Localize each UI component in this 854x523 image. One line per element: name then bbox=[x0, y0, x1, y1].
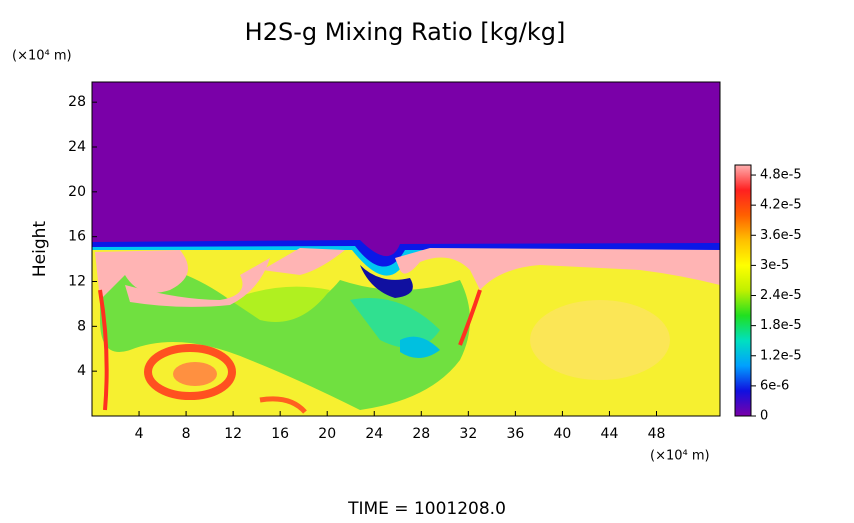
y-unit: (×10⁴ m) bbox=[12, 49, 72, 64]
x-unit: (×10⁴ m) bbox=[650, 449, 710, 464]
y-tick-label: 4 bbox=[77, 363, 86, 379]
y-tick-label: 24 bbox=[68, 139, 86, 155]
colorbar-tick-label: 4.2e-5 bbox=[760, 198, 802, 213]
time-label: TIME = 1001208.0 bbox=[347, 499, 506, 519]
field-region bbox=[360, 265, 413, 298]
x-tick-label: 24 bbox=[365, 426, 383, 442]
y-tick-label: 8 bbox=[77, 318, 86, 334]
colorbar-tick-label: 6e-6 bbox=[760, 378, 789, 393]
x-tick-label: 36 bbox=[506, 426, 524, 442]
x-tick-label: 4 bbox=[135, 426, 144, 442]
y-tick-label: 20 bbox=[68, 184, 86, 200]
y-tick-label: 16 bbox=[68, 229, 86, 245]
x-tick-label: 12 bbox=[224, 426, 242, 442]
field-region bbox=[350, 298, 440, 348]
y-tick-label: 12 bbox=[68, 274, 86, 290]
field-region bbox=[230, 286, 330, 322]
x-tick-label: 16 bbox=[271, 426, 289, 442]
field-region bbox=[95, 250, 188, 300]
colorbar bbox=[734, 164, 752, 417]
field-region bbox=[98, 289, 109, 411]
x-tick-label: 48 bbox=[648, 426, 666, 442]
colorbar-tick-label: 4.8e-5 bbox=[760, 168, 802, 183]
field-region bbox=[262, 248, 345, 275]
colorbar-tick-label: 0 bbox=[760, 409, 768, 424]
x-tick-label: 8 bbox=[182, 426, 191, 442]
colorbar-tick-label: 2.4e-5 bbox=[760, 288, 802, 303]
x-tick-label: 20 bbox=[318, 426, 336, 442]
x-tick-label: 28 bbox=[412, 426, 430, 442]
field bbox=[92, 82, 720, 416]
field-region bbox=[400, 336, 440, 359]
field-region bbox=[125, 258, 270, 307]
chart-title: H2S-g Mixing Ratio [kg/kg] bbox=[245, 18, 566, 46]
field-region bbox=[144, 344, 236, 400]
colorbar-tick-label: 1.2e-5 bbox=[760, 348, 802, 363]
y-tick-label: 28 bbox=[68, 94, 86, 110]
y-axis-label: Height bbox=[30, 221, 50, 278]
field-region bbox=[458, 289, 482, 346]
colorbar-tick-label: 3.6e-5 bbox=[760, 228, 802, 243]
field-region bbox=[173, 362, 217, 386]
x-tick-label: 44 bbox=[601, 426, 619, 442]
field-region bbox=[395, 248, 720, 290]
plot-frame bbox=[91, 81, 721, 417]
field-region bbox=[259, 396, 307, 414]
field-region bbox=[530, 300, 670, 380]
colorbar-tick-label: 1.8e-5 bbox=[760, 318, 802, 333]
x-tick-label: 40 bbox=[553, 426, 571, 442]
colorbar-tick-label: 3e-5 bbox=[760, 258, 789, 273]
x-tick-label: 32 bbox=[459, 426, 477, 442]
